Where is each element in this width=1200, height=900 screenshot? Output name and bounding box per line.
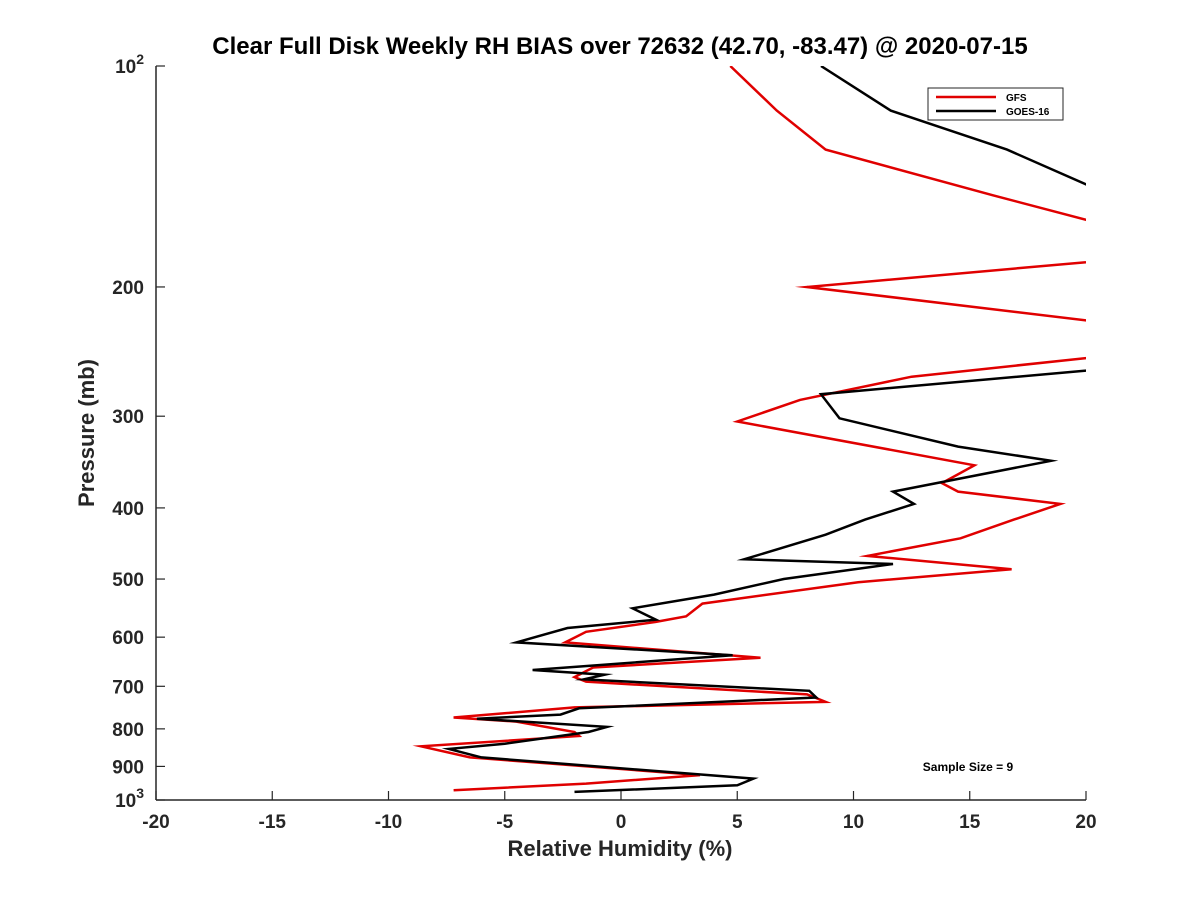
y-tick-label: 600 <box>112 628 144 649</box>
x-axis-title: Relative Humidity (%) <box>508 836 733 861</box>
legend-label: GFS <box>1006 93 1027 104</box>
x-tick-label: 15 <box>959 812 981 833</box>
y-tick-label: 800 <box>112 720 144 741</box>
x-tick-label: -20 <box>142 812 169 833</box>
chart-title: Clear Full Disk Weekly RH BIAS over 7263… <box>212 33 1027 60</box>
plot-area <box>156 66 1086 800</box>
x-tick-label: -5 <box>496 812 513 833</box>
y-tick-label: 102 <box>115 51 144 78</box>
x-tick-label: 20 <box>1075 812 1096 833</box>
x-tick-label: 0 <box>616 812 627 833</box>
sample-size-annotation: Sample Size = 9 <box>923 760 1014 774</box>
y-tick-label: 700 <box>112 677 144 698</box>
legend-label: GOES-16 <box>1006 107 1050 118</box>
y-tick-label: 300 <box>112 407 144 428</box>
y-tick-label: 103 <box>115 785 144 812</box>
y-tick-label: 500 <box>112 570 144 591</box>
x-tick-label: -10 <box>375 812 402 833</box>
y-tick-label: 200 <box>112 278 144 299</box>
x-tick-label: 10 <box>843 812 864 833</box>
x-tick-label: 5 <box>732 812 743 833</box>
y-axis-title: Pressure (mb) <box>74 359 99 507</box>
legend-box <box>927 87 1064 121</box>
y-tick-label: 400 <box>112 499 144 520</box>
y-tick-label: 900 <box>112 757 144 778</box>
series-line-gfs <box>412 66 1086 792</box>
x-tick-label: -15 <box>259 812 287 833</box>
series-line-goes-16 <box>441 66 1086 794</box>
